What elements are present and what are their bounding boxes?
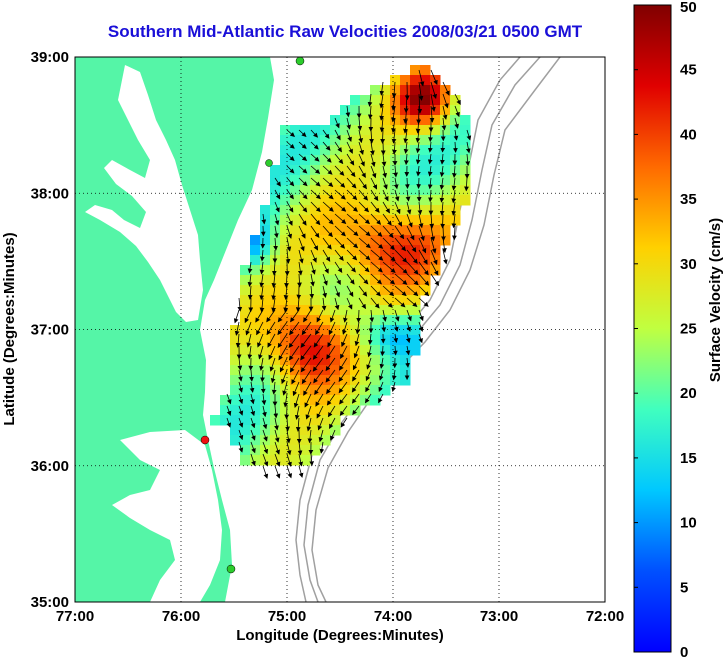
station-marker-red	[200, 435, 210, 445]
land-mainland	[75, 57, 274, 602]
colorbar-tick-label: 50	[680, 0, 697, 16]
colorbar-tick-label: 0	[680, 644, 688, 659]
colorbar-tick-label: 25	[680, 321, 697, 338]
y-tick-labels: 39:00 38:00 37:00 36:00 35:00	[31, 49, 69, 611]
colorbar-tick-label: 35	[680, 191, 697, 208]
colorbar	[633, 4, 672, 653]
colorbar-tick-label: 15	[680, 450, 697, 467]
x-axis-label: Longitude (Degrees:Minutes)	[236, 627, 444, 644]
y-tick-label: 39:00	[31, 49, 69, 66]
map-title: Southern Mid-Atlantic Raw Velocities 200…	[107, 22, 583, 41]
y-tick-label: 36:00	[31, 458, 69, 475]
x-tick-label: 72:00	[586, 608, 624, 625]
x-tick-label: 76:00	[162, 608, 200, 625]
colorbar-tick-label: 45	[680, 62, 697, 79]
plot-frame	[74, 56, 606, 603]
y-tick-label: 38:00	[31, 185, 69, 202]
colorbar-tick-label: 40	[680, 126, 697, 143]
x-tick-label: 75:00	[268, 608, 306, 625]
x-tick-label: 74:00	[374, 608, 412, 625]
colorbar-tick-label: 5	[680, 579, 688, 596]
station-marker-north	[295, 56, 305, 66]
colorbar-ticks: 0 5 10 15 20 25 30 35 40 45 50	[634, 0, 697, 659]
colorbar-tick-label: 10	[680, 515, 697, 532]
grid-lines	[75, 57, 605, 602]
y-tick-label: 35:00	[31, 594, 69, 611]
y-tick-label: 37:00	[31, 322, 69, 339]
colorbar-tick-label: 20	[680, 385, 697, 402]
station-marker-south	[226, 564, 236, 574]
x-tick-label: 77:00	[56, 608, 94, 625]
x-tick-labels: 77:00 76:00 75:00 74:00 73:00 72:00	[56, 608, 624, 625]
y-axis-label: Latitude (Degrees:Minutes)	[1, 232, 18, 425]
station-marker-delmarva	[265, 159, 273, 167]
x-tick-label: 73:00	[480, 608, 518, 625]
colorbar-label: Surface Velocity (cm/s)	[707, 218, 724, 382]
colorbar-tick-label: 30	[680, 256, 697, 273]
albemarle-sound	[112, 430, 222, 602]
velocity-vectors	[226, 69, 472, 479]
